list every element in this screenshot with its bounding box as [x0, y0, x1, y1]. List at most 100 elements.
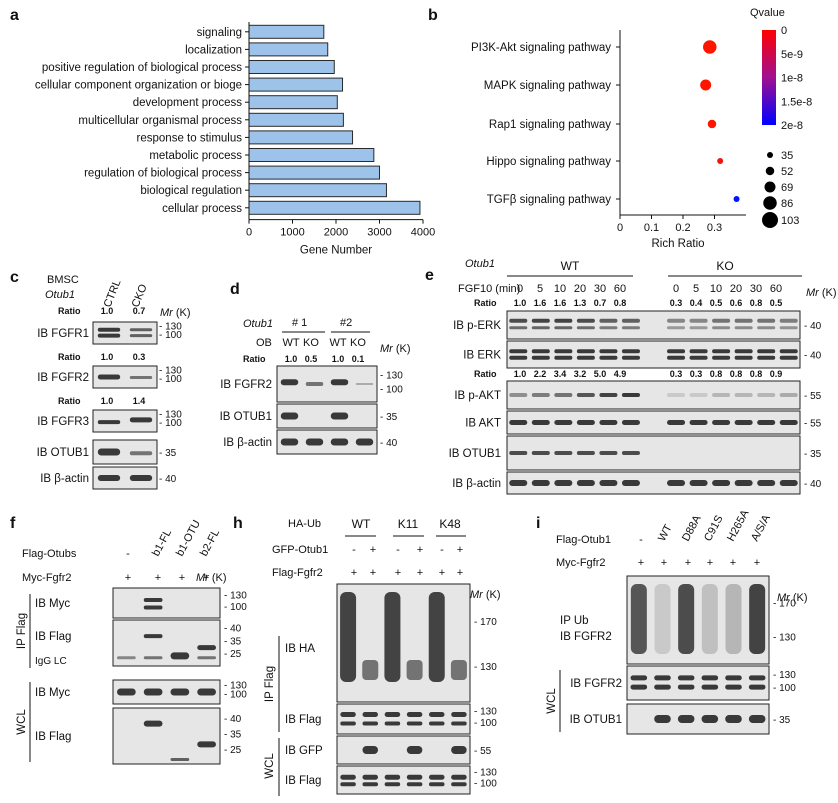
- blot-strip-h: [336, 703, 471, 735]
- lane-value: +: [638, 557, 644, 569]
- mw-marker: - 35: [224, 730, 242, 741]
- blot-band: [621, 349, 640, 354]
- mw-marker: - 170: [474, 617, 497, 628]
- blot-frame: [506, 471, 801, 495]
- ratio-value: 0.9: [770, 369, 783, 379]
- blot-strip-c: [92, 409, 158, 433]
- panel-c-mr: Mr (K): [160, 307, 191, 319]
- blot-band: [779, 355, 798, 360]
- blot-band: [554, 451, 573, 455]
- blot-band: [451, 721, 467, 726]
- blot-band: [406, 721, 423, 726]
- blot-band: [621, 355, 640, 360]
- panel-h-mr: Mr (K): [470, 589, 501, 601]
- ratio-value: 0.8: [614, 298, 627, 308]
- panel-f-mr: Mr (K): [196, 572, 227, 584]
- blot-frame: [506, 340, 801, 369]
- blot-band: [340, 782, 356, 787]
- ratio-value: 1.3: [574, 298, 587, 308]
- blot-strip-e: [506, 435, 801, 471]
- blot-band: [428, 712, 445, 717]
- blot-band: [630, 684, 648, 690]
- blot-band: [667, 420, 686, 425]
- blot-band: [725, 684, 742, 690]
- blot-band: [576, 318, 595, 323]
- blot-band: [280, 438, 299, 446]
- blot-strip-f: [112, 679, 221, 705]
- ratio-value: 0.3: [690, 369, 703, 379]
- bar: [248, 60, 335, 74]
- blot-strip-e: [506, 340, 801, 369]
- lane-value: b1-FL: [150, 527, 174, 558]
- mw-marker: - 35: [804, 449, 822, 460]
- time-value: 0: [517, 283, 523, 295]
- blot-band: [340, 774, 356, 780]
- ratio-value: 0.8: [710, 369, 723, 379]
- blot-band: [362, 721, 379, 726]
- blot-band: [599, 318, 618, 323]
- blot-band: [621, 326, 640, 330]
- x-tick-label: 0.2: [675, 222, 690, 234]
- lane-value: H265A: [725, 507, 752, 543]
- blot-band: [701, 715, 719, 723]
- blot-frame: [336, 703, 471, 735]
- mw-marker: - 40: [224, 714, 242, 725]
- mw-marker: - 25: [224, 649, 242, 660]
- x-tick-label: 3000: [367, 227, 391, 239]
- blot-band: [428, 721, 445, 726]
- lane-value: D88A: [680, 513, 704, 544]
- blot-frame: [92, 365, 158, 389]
- blot-band: [621, 318, 640, 323]
- blot-band: [97, 327, 121, 332]
- mw-marker: - 40: [380, 438, 398, 449]
- ubiquitin-smear: [678, 584, 695, 654]
- mw-marker: - 40: [224, 624, 242, 635]
- blot-frame: [506, 310, 801, 340]
- ubiquitin-smear: [725, 584, 742, 654]
- blot-band: [143, 598, 163, 602]
- x-tick-label: 0.1: [644, 222, 659, 234]
- blot-band: [734, 393, 753, 397]
- color-legend-tick: 2e-8: [781, 120, 803, 132]
- time-value: 30: [594, 283, 606, 295]
- ratio-value: 1.0: [285, 354, 298, 364]
- blot-band: [712, 480, 731, 486]
- blot-band: [576, 480, 595, 486]
- lane-value: +: [417, 544, 423, 556]
- blot-band: [554, 420, 573, 425]
- ratio-label: Ratio: [58, 396, 81, 406]
- blot-label: IB Flag: [285, 775, 321, 787]
- mw-marker: - 55: [804, 391, 822, 402]
- row-label: Flag-Otubs: [22, 548, 77, 560]
- blot-band: [667, 355, 686, 360]
- ratio-value: 3.4: [554, 369, 567, 379]
- blot-band: [689, 355, 708, 360]
- category-label: biological regulation: [140, 185, 242, 197]
- enrichment-dot: [717, 158, 724, 164]
- category-label: development process: [133, 97, 243, 109]
- ratio-value: 0.3: [670, 298, 683, 308]
- mw-marker: - 40: [804, 351, 822, 362]
- mw-marker: - 35: [773, 715, 791, 726]
- category-label: localization: [185, 44, 242, 56]
- lane-value: +: [203, 572, 209, 584]
- blot-band: [531, 326, 550, 330]
- category-label: cellular component organization or bioge: [35, 80, 242, 92]
- blot-band: [689, 318, 708, 323]
- blot-band: [734, 349, 753, 354]
- mw-marker: - 40: [804, 479, 822, 490]
- blot-band: [305, 382, 324, 386]
- group-label: K11: [398, 517, 419, 531]
- blot-band: [428, 774, 445, 780]
- group-label: #2: [340, 317, 352, 329]
- enrichment-dot: [700, 79, 712, 91]
- blot-band: [170, 652, 190, 660]
- blot-frame: [336, 765, 471, 795]
- blot-band: [725, 675, 742, 681]
- time-value: 20: [730, 283, 742, 295]
- blot-frame: [92, 321, 158, 345]
- blot-label: IB FGFR3: [37, 416, 89, 428]
- mw-marker: - 35: [224, 636, 242, 647]
- blot-band: [406, 746, 423, 754]
- blot-strip-f: [112, 587, 221, 619]
